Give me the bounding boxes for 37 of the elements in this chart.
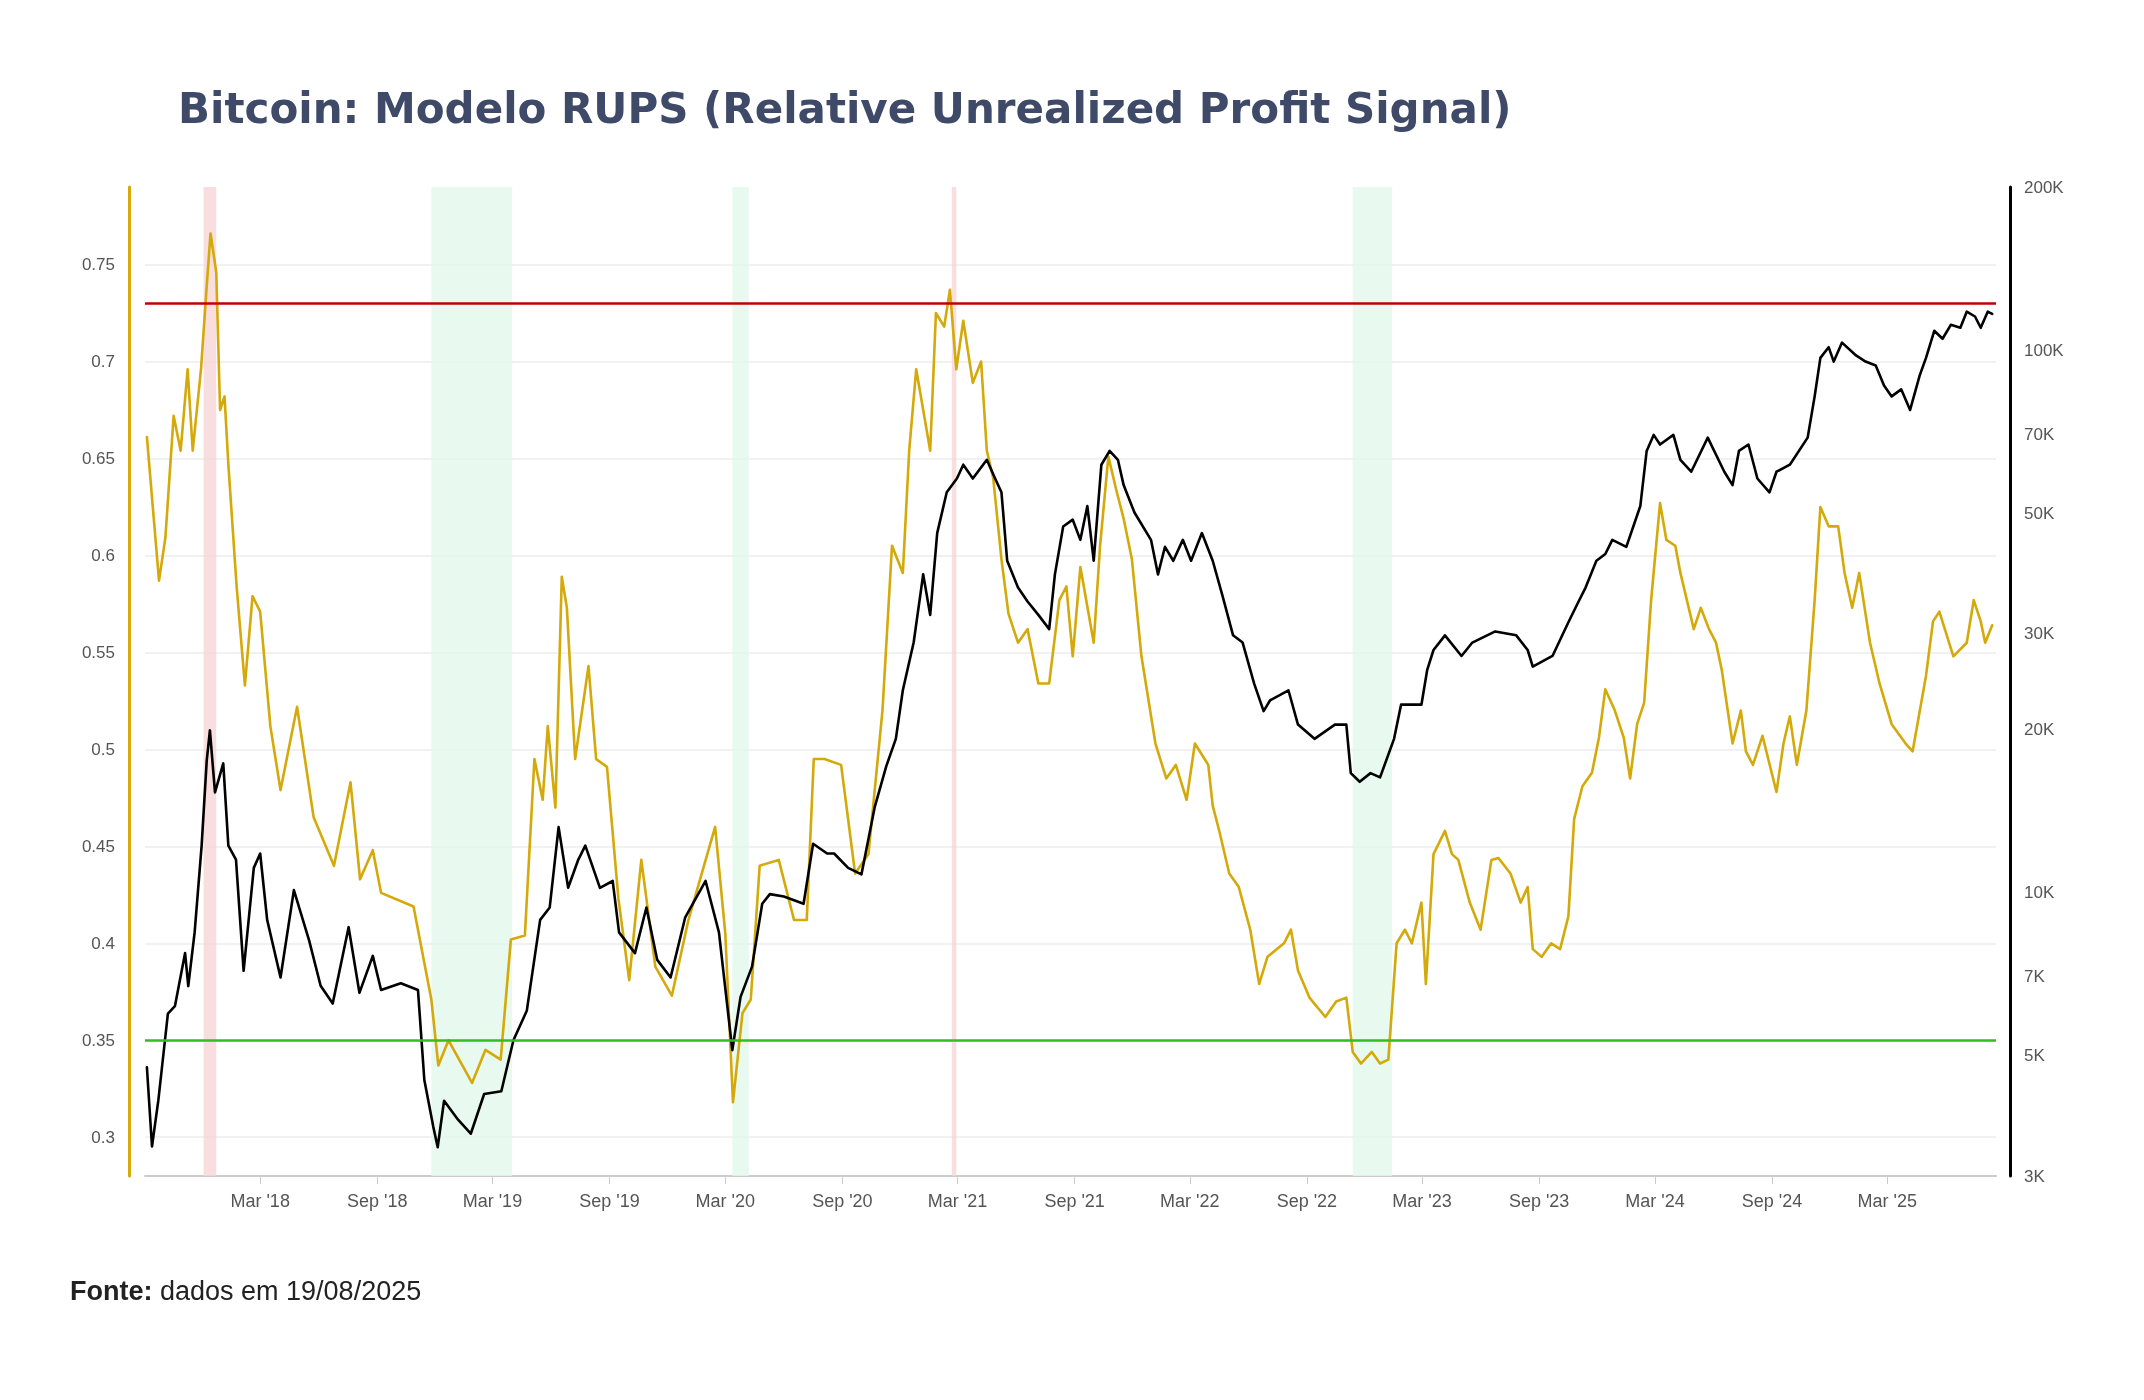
chart-title: Bitcoin: Modelo RUPS (Relative Unrealized Profit Signal)	[178, 84, 1512, 133]
y2-tick-label: 10K	[2024, 882, 2055, 902]
y2-tick-label: 100K	[2024, 340, 2065, 360]
y-tick-label: 0.45	[81, 836, 115, 856]
x-tick-label: Mar '21	[927, 1191, 988, 1211]
y2-tick-label: 7K	[2024, 966, 2046, 986]
x-tick-label: Sep '20	[812, 1191, 873, 1211]
source-note: Fonte: dados em 19/08/2025	[70, 1276, 422, 1307]
y-tick-label: 0.3	[91, 1127, 115, 1147]
x-tick-label: Mar '23	[1392, 1191, 1452, 1211]
x-tick-label: Sep '23	[1508, 1191, 1570, 1211]
x-tick-label: Mar '18	[230, 1191, 290, 1211]
x-tick-label: Sep '24	[1741, 1191, 1803, 1211]
y-tick-label: 0.65	[81, 448, 115, 468]
y2-tick-label: 200K	[2024, 177, 2065, 197]
y2-tick-label: 30K	[2024, 624, 2055, 644]
y-tick-label: 0.4	[91, 933, 115, 953]
y-tick-label: 0.7	[91, 352, 115, 372]
x-tick-label: Sep '21	[1044, 1191, 1105, 1211]
y2-tick-label: 50K	[2024, 503, 2055, 523]
x-tick-label: Mar '20	[695, 1191, 756, 1211]
y-tick-label: 0.6	[91, 545, 115, 565]
y2-tick-label: 3K	[2024, 1166, 2046, 1186]
y2-tick-label: 20K	[2024, 719, 2055, 739]
x-tick-label: Mar '24	[1625, 1191, 1685, 1211]
x-tick-label: Sep '19	[579, 1191, 640, 1211]
x-tick-label: Mar '25	[1857, 1191, 1917, 1211]
y-tick-label: 0.55	[81, 642, 115, 662]
y-tick-label: 0.35	[81, 1030, 115, 1050]
y-tick-label: 0.5	[91, 739, 115, 759]
y2-tick-label: 5K	[2024, 1046, 2046, 1066]
x-tick-label: Mar '19	[462, 1191, 523, 1211]
y-tick-label: 0.75	[81, 255, 115, 275]
x-tick-label: Sep '22	[1276, 1191, 1338, 1211]
y2-tick-label: 70K	[2024, 424, 2055, 444]
x-tick-label: Mar '22	[1160, 1191, 1220, 1211]
x-tick-label: Sep '18	[347, 1191, 408, 1211]
